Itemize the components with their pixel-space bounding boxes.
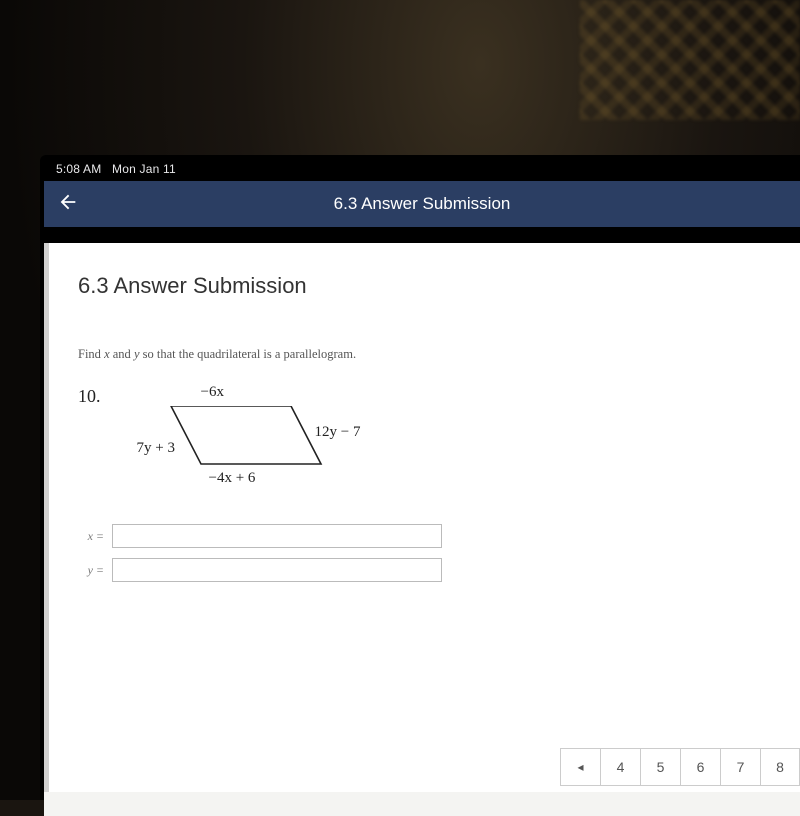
answer-row-x: x = xyxy=(78,524,800,548)
pagination: ◂ 4 5 6 7 8 xyxy=(560,748,800,786)
prompt-text: Find xyxy=(78,347,104,361)
content-area: 6.3 Answer Submission Find x and y so th… xyxy=(44,243,800,816)
answer-label-y: y = xyxy=(78,563,104,578)
pager-page[interactable]: 6 xyxy=(680,748,720,786)
status-time: 5:08 AM xyxy=(56,162,101,176)
pager-page[interactable]: 4 xyxy=(600,748,640,786)
answer-input-y[interactable] xyxy=(112,558,442,582)
pager-prev[interactable]: ◂ xyxy=(560,748,600,786)
answer-fields: x = y = xyxy=(78,524,800,582)
blanket-texture xyxy=(580,0,800,120)
prompt-text: so that the quadrilateral is a parallelo… xyxy=(140,347,357,361)
status-date: Mon Jan 11 xyxy=(112,162,176,176)
answer-row-y: y = xyxy=(78,558,800,582)
pager-page[interactable]: 7 xyxy=(720,748,760,786)
question-prompt: Find x and y so that the quadrilateral i… xyxy=(78,347,800,362)
problem-number: 10. xyxy=(78,384,101,407)
arrow-left-icon xyxy=(57,191,79,213)
parallelogram-shape xyxy=(141,406,331,470)
nav-bar: 6.3 Answer Submission xyxy=(44,181,800,227)
side-label-bottom: −4x + 6 xyxy=(209,470,256,487)
answer-input-x[interactable] xyxy=(112,524,442,548)
nav-title: 6.3 Answer Submission xyxy=(334,194,511,214)
prompt-text: and xyxy=(110,347,134,361)
pager-page[interactable]: 8 xyxy=(760,748,800,786)
doc-accent-bar xyxy=(44,243,49,792)
parallelogram-figure: −6x 12y − 7 7y + 3 −4x + 6 xyxy=(123,384,363,494)
side-label-top: −6x xyxy=(201,384,224,401)
answer-label-x: x = xyxy=(78,529,104,544)
status-bar: 5:08 AM Mon Jan 11 xyxy=(44,159,800,181)
back-button[interactable] xyxy=(44,191,92,218)
tablet-frame: 5:08 AM Mon Jan 11 6.3 Answer Submission… xyxy=(40,155,800,800)
page-title: 6.3 Answer Submission xyxy=(78,273,800,299)
pager-page[interactable]: 5 xyxy=(640,748,680,786)
problem-block: 10. −6x 12y − 7 7y + 3 −4x + 6 xyxy=(78,384,800,494)
document-card: 6.3 Answer Submission Find x and y so th… xyxy=(44,243,800,792)
